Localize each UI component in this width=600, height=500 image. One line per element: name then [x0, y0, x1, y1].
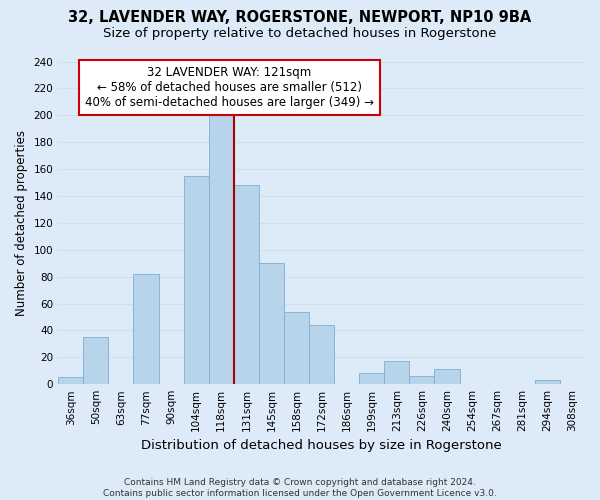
Bar — [309, 325, 334, 384]
Text: 32 LAVENDER WAY: 121sqm
← 58% of detached houses are smaller (512)
40% of semi-d: 32 LAVENDER WAY: 121sqm ← 58% of detache… — [85, 66, 374, 110]
Text: 32, LAVENDER WAY, ROGERSTONE, NEWPORT, NP10 9BA: 32, LAVENDER WAY, ROGERSTONE, NEWPORT, N… — [68, 10, 532, 25]
Bar — [133, 274, 158, 384]
Bar — [535, 380, 560, 384]
X-axis label: Distribution of detached houses by size in Rogerstone: Distribution of detached houses by size … — [141, 440, 502, 452]
Text: Size of property relative to detached houses in Rogerstone: Size of property relative to detached ho… — [103, 28, 497, 40]
Bar — [58, 378, 83, 384]
Bar — [184, 176, 209, 384]
Bar — [409, 376, 434, 384]
Bar — [234, 185, 259, 384]
Bar — [83, 337, 109, 384]
Bar — [385, 362, 409, 384]
Text: Contains HM Land Registry data © Crown copyright and database right 2024.
Contai: Contains HM Land Registry data © Crown c… — [103, 478, 497, 498]
Y-axis label: Number of detached properties: Number of detached properties — [15, 130, 28, 316]
Bar — [284, 312, 309, 384]
Bar — [359, 374, 385, 384]
Bar — [259, 263, 284, 384]
Bar — [209, 116, 234, 384]
Bar — [434, 370, 460, 384]
